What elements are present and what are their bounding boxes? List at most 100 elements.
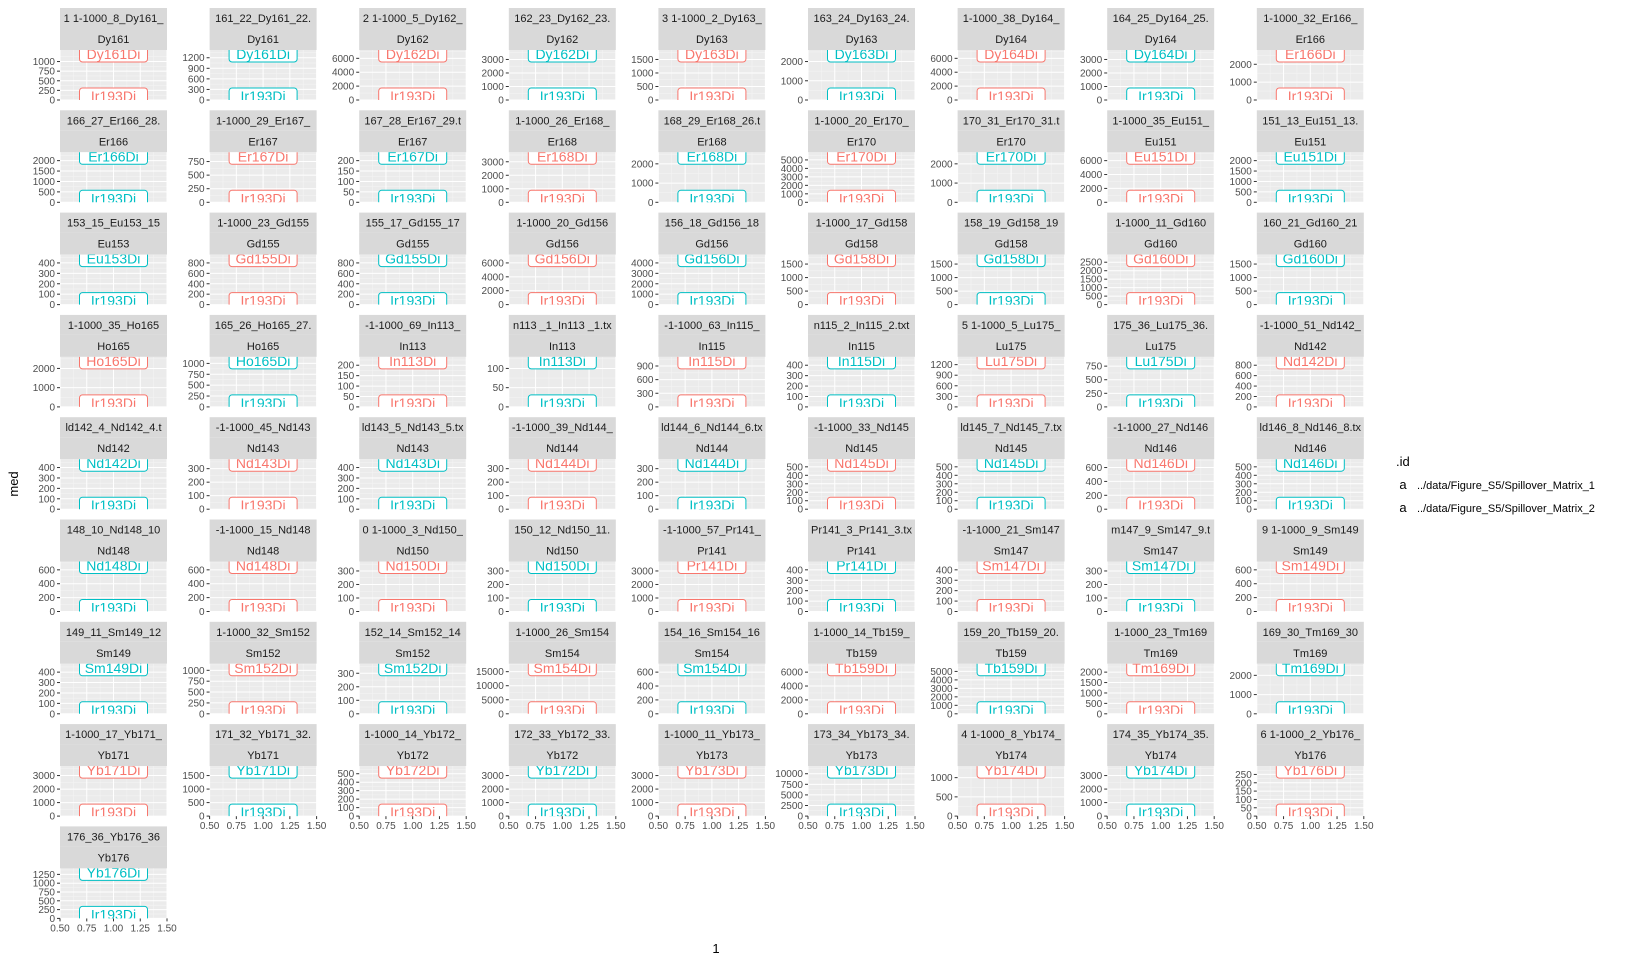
facet-panel: 174_35_Yb174_35. Yb174 0 1000 2000 3000 0.50 0.… <box>1080 724 1224 832</box>
facet-strip-metal-label: Dy162 <box>397 34 429 46</box>
data-label-top: Nd146Di <box>1133 455 1187 471</box>
y-tick-label: 1000 <box>930 773 953 784</box>
facet-panel: m147_9_Sm147_9.t Sm147 0 100 200 300 Sm147Di Ir… <box>1086 519 1215 618</box>
y-tick-label: 500 <box>1086 375 1103 386</box>
data-label-box <box>827 803 896 817</box>
data-label-box <box>1275 663 1345 677</box>
facet-strip-metal-label: Yb171 <box>98 750 130 762</box>
y-tick-label: 100 <box>38 494 55 505</box>
data-label-box <box>1126 292 1196 305</box>
data-label-top: Er168Di <box>537 148 588 164</box>
facet-strip-file-label: 4 1-1000_8_Yb174_ <box>961 729 1062 741</box>
facet-panel: -1-1000_27_Nd146 Nd146 0 200 400 600 Nd146Di Ir… <box>1086 417 1215 516</box>
y-tick-label: 300 <box>338 473 355 484</box>
y-tick-label: 2000 <box>631 159 654 170</box>
legend-key: a <box>1399 477 1407 492</box>
data-label-bottom: Ir193Di <box>540 600 585 616</box>
facet-panel: 169_30_Tm169_30 Tm169 0 1000 2000 Tm169Di Ir19… <box>1230 621 1365 720</box>
facet-panel: 154_16_Sm154_16 Sm154 0 200 400 600 Sm154Di Ir1… <box>637 621 766 720</box>
y-tick-label: 0 <box>1246 505 1252 516</box>
data-label-box <box>976 599 1046 612</box>
y-tick-label: 200 <box>1086 491 1103 502</box>
data-label-top: Nd150Di <box>535 558 589 574</box>
facet-strip-metal-label: Nd142 <box>1294 341 1326 353</box>
y-tick-label: 0 <box>797 300 803 311</box>
facet-strip-metal-label: Eu153 <box>98 239 130 251</box>
data-label-bottom: Ir193Di <box>390 600 435 616</box>
facet-strip-file-label: 169_30_Tm169_30 <box>1263 627 1358 639</box>
data-label-box <box>976 356 1046 370</box>
facet-strip-file <box>658 621 766 642</box>
y-tick-label: 300 <box>38 678 55 689</box>
data-label-box <box>976 561 1046 574</box>
facet-strip-file-label: 1-1000_32_Sm152 <box>216 627 310 639</box>
facet-strip-file <box>60 417 167 438</box>
facet-strip-file-label: 163_24_Dy163_24. <box>813 13 909 25</box>
y-tick-label: 200 <box>338 484 355 495</box>
facet-strip-file-label: ld145_7_Nd145_7.tx <box>960 422 1062 434</box>
y-tick-label: 0 <box>648 402 654 413</box>
facet-strip-file <box>508 621 616 642</box>
y-tick-label: 0 <box>947 96 953 107</box>
data-label-box <box>228 599 298 612</box>
facet-strip-file-label: 150_12_Nd150_11. <box>514 525 610 537</box>
data-label-bottom: Ir193Di <box>540 293 585 309</box>
data-label-bottom: Ir193Di <box>839 88 884 104</box>
y-tick-label: 6000 <box>482 258 505 269</box>
data-label-top: Er166Di <box>1285 46 1336 62</box>
y-tick-label: 1250 <box>33 870 56 881</box>
data-label-box <box>976 189 1046 203</box>
y-tick-label: 500 <box>338 769 355 780</box>
y-tick-label: 1000 <box>631 68 654 79</box>
facet-strip-file <box>808 621 915 642</box>
data-label-box <box>378 356 448 370</box>
facet-strip-file-label: 1-1000_17_Yb171_ <box>65 729 163 741</box>
facet-strip-metal <box>1256 437 1364 460</box>
y-tick-label: 1000 <box>1230 273 1253 284</box>
data-label-box <box>1275 459 1345 472</box>
data-label-box <box>79 394 148 407</box>
y-tick-label: 400 <box>1235 579 1252 590</box>
facet-strip-metal-label: Yb172 <box>546 750 578 762</box>
facet-strip-metal <box>957 28 1065 50</box>
y-tick-label: 200 <box>637 478 654 489</box>
data-label-box <box>79 561 148 574</box>
legend-key: a <box>1399 500 1407 515</box>
data-label-bottom: Ir193Di <box>839 702 884 718</box>
facet-strip-file <box>808 417 915 438</box>
facet-strip-file-label: 155_17_Gd155_17 <box>366 218 460 230</box>
facet-strip-file <box>1256 417 1364 438</box>
facet-strip-metal <box>808 232 915 255</box>
facet-strip-file <box>808 724 915 745</box>
x-tick-label: 1.00 <box>852 821 872 832</box>
data-label-bottom: Ir193Di <box>1288 190 1333 206</box>
facet-strip-file <box>209 519 317 540</box>
x-tick-label: 0.50 <box>1247 821 1267 832</box>
y-tick-label: 4000 <box>930 68 953 79</box>
y-tick-label: 300 <box>936 576 953 587</box>
y-tick-label: 2000 <box>33 364 56 375</box>
y-tick-label: 200 <box>188 290 205 301</box>
facet-strip-metal <box>1256 130 1364 153</box>
y-tick-label: 1500 <box>33 167 56 178</box>
data-label-bottom: Ir193Di <box>989 88 1034 104</box>
facet-strip-file <box>359 212 467 233</box>
data-label-box <box>677 50 747 63</box>
facet-strip-file-label: -1-1000_39_Nd144_ <box>512 422 614 434</box>
y-tick-label: 5000 <box>482 695 505 706</box>
y-tick-label: 0 <box>947 505 953 516</box>
facet-strip-file <box>658 212 766 233</box>
data-label-bottom: Ir193Di <box>839 497 884 513</box>
y-tick-label: 200 <box>338 361 355 372</box>
y-tick-label: 0 <box>1246 812 1252 823</box>
facet-strip-metal-label: Er170 <box>847 136 876 148</box>
data-label-box <box>976 50 1046 63</box>
data-label-box <box>378 663 448 677</box>
facet-strip-file <box>1107 314 1215 335</box>
x-tick-label: 1.50 <box>606 821 626 832</box>
